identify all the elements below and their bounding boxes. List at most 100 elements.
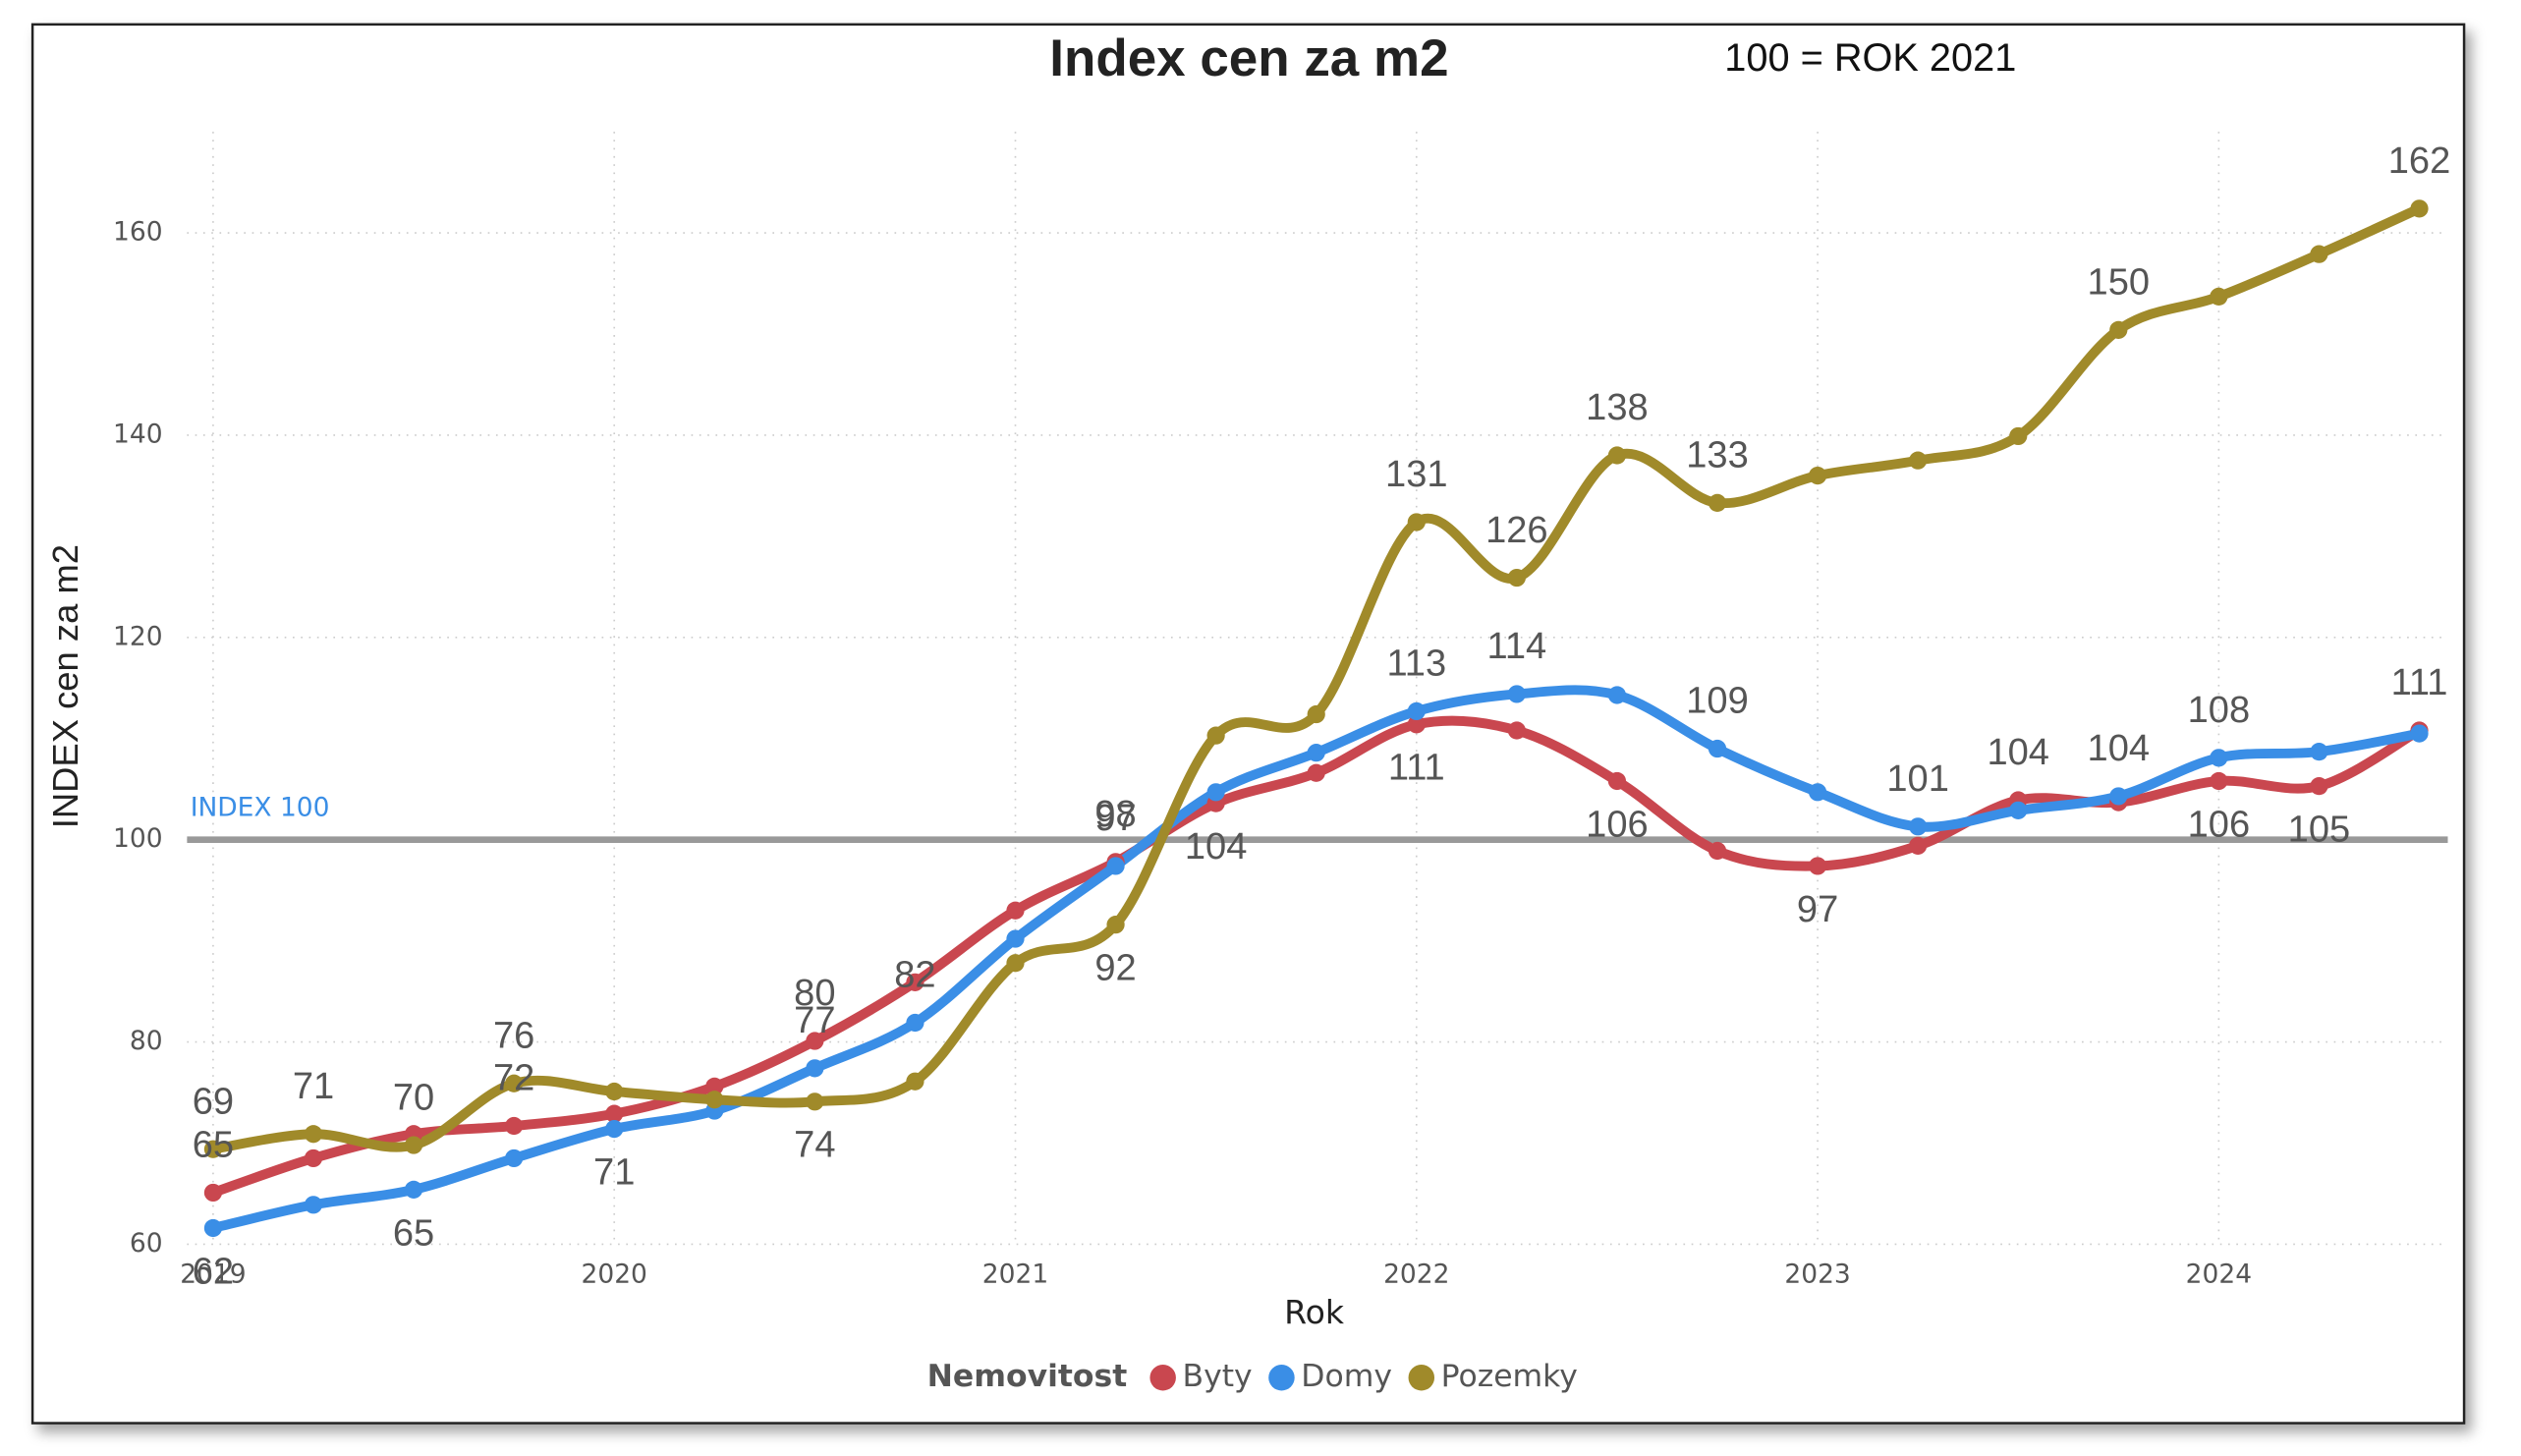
data-label: 97 — [1797, 889, 1838, 930]
point — [1206, 783, 1225, 802]
data-label: 65 — [393, 1212, 434, 1254]
legend-label: Pozemky — [1441, 1359, 1578, 1394]
data-label: 69 — [193, 1081, 234, 1122]
point — [906, 973, 924, 991]
point — [1507, 721, 1526, 740]
point — [2410, 724, 2429, 743]
data-label: 162 — [2388, 140, 2451, 182]
point — [1106, 916, 1125, 934]
point — [2310, 777, 2328, 796]
data-label: 150 — [2088, 262, 2151, 304]
legend-marker — [1149, 1364, 1176, 1391]
point — [2009, 426, 2028, 446]
x-tick-label: 2019 — [180, 1259, 246, 1289]
subtitle: 100 = ROK 2021 — [1724, 36, 2016, 80]
data-label: 72 — [493, 1058, 534, 1099]
point — [2009, 801, 2028, 819]
x-tick-label: 2021 — [982, 1259, 1048, 1289]
data-label: 77 — [794, 1000, 835, 1041]
point — [806, 1059, 824, 1078]
point — [1708, 841, 1727, 861]
chart-title: Index cen za m2 — [1049, 29, 1448, 87]
point — [1307, 704, 1325, 724]
point — [806, 1092, 824, 1111]
point — [1808, 466, 1827, 485]
data-label: 138 — [1586, 387, 1649, 428]
y-tick-label: 100 — [113, 823, 163, 854]
x-axis-label: Rok — [1284, 1293, 1345, 1331]
point — [1708, 739, 1727, 758]
point — [1909, 451, 1928, 470]
legend-marker — [1408, 1364, 1435, 1391]
point — [1607, 446, 1627, 465]
data-label: 126 — [1485, 510, 1548, 551]
point — [1507, 568, 1526, 588]
data-label: 101 — [1886, 758, 1949, 800]
y-axis-label: INDEX cen za m2 — [45, 544, 85, 828]
point — [1106, 857, 1125, 875]
x-tick-label: 2023 — [1784, 1259, 1850, 1289]
point — [2109, 320, 2128, 339]
point — [1006, 901, 1025, 920]
point — [203, 1140, 223, 1158]
point — [906, 1013, 924, 1033]
data-label: 133 — [1686, 435, 1749, 476]
point — [304, 1125, 323, 1144]
data-label: 92 — [1094, 948, 1136, 989]
point — [1507, 685, 1526, 703]
legend-label: Byty — [1183, 1359, 1253, 1394]
data-label: 111 — [1388, 748, 1445, 789]
point — [1206, 726, 1225, 745]
y-tick-label: 60 — [130, 1228, 163, 1259]
point — [404, 1180, 423, 1199]
point — [1808, 783, 1827, 802]
point — [1407, 715, 1426, 734]
data-label: 74 — [794, 1125, 835, 1166]
point — [304, 1196, 323, 1214]
data-label: 109 — [1686, 681, 1749, 722]
x-tick-label: 2020 — [582, 1259, 647, 1289]
data-label: 114 — [1487, 626, 1547, 667]
point — [1307, 744, 1325, 762]
point — [203, 1218, 223, 1238]
data-label: 82 — [894, 955, 935, 996]
reference-label: INDEX 100 — [191, 793, 330, 823]
data-label: 98 — [1094, 794, 1136, 835]
data-label: 113 — [1386, 644, 1446, 685]
point — [2210, 749, 2228, 767]
point — [2210, 287, 2228, 306]
data-label: 70 — [393, 1077, 434, 1118]
point — [1407, 701, 1426, 721]
legend-label: Domy — [1301, 1359, 1392, 1394]
point — [1006, 954, 1025, 973]
data-label: 71 — [293, 1066, 334, 1107]
point — [1909, 817, 1928, 836]
point — [605, 1082, 624, 1101]
point — [505, 1148, 524, 1168]
point — [1808, 857, 1827, 875]
data-label: 131 — [1385, 454, 1448, 495]
point — [1407, 513, 1426, 532]
data-label: 80 — [794, 973, 835, 1014]
data-label: 111 — [2391, 662, 2448, 703]
data-label: 97 — [1094, 798, 1136, 839]
y-tick-label: 140 — [113, 419, 163, 449]
data-label: 62 — [193, 1251, 234, 1292]
point — [1607, 771, 1627, 791]
point — [705, 1091, 724, 1109]
point — [1006, 929, 1025, 948]
data-label: 106 — [2188, 804, 2251, 845]
x-tick-label: 2024 — [2186, 1259, 2252, 1289]
point — [2210, 771, 2228, 791]
point — [1607, 686, 1627, 704]
point — [404, 1136, 423, 1154]
point — [2310, 245, 2328, 263]
data-label: 65 — [193, 1125, 234, 1166]
y-tick-label: 160 — [113, 217, 163, 248]
data-label: 104 — [1987, 732, 2049, 773]
data-label: 71 — [593, 1152, 635, 1194]
legend-marker — [1268, 1364, 1295, 1391]
data-label: 76 — [493, 1015, 534, 1056]
